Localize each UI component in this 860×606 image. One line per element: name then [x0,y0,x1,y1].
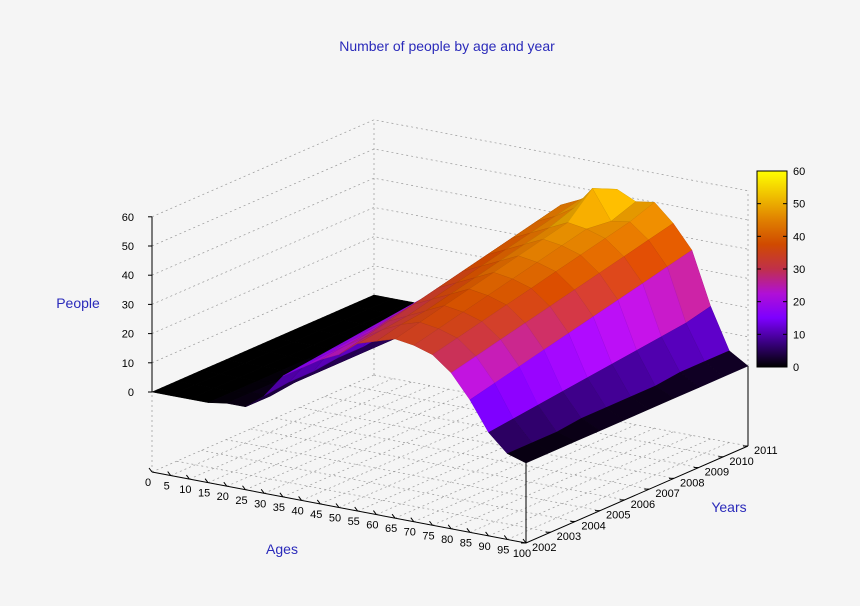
x-tick-label: 80 [441,534,453,546]
ticks: 0 10 20 30 40 50 60 0 5 10 15 20 25 30 35 40 45 50 55 60 65 7… [122,212,778,560]
x-tick [466,528,471,533]
x-tick-label: 15 [198,488,210,500]
grid-line [507,442,730,540]
grid-line [151,374,375,473]
x-tick-label: 30 [254,498,266,510]
y-tick-label: 2010 [729,456,753,468]
grid-line [413,424,636,523]
y-tick-label: 2009 [705,467,729,479]
x-tick [260,488,265,494]
x-tick [242,485,246,491]
x-tick-label: 100 [513,548,531,560]
grid-line [469,435,693,533]
z-tick-label: 20 [122,329,134,341]
x-tick [279,492,284,498]
colorbar-tick-label: 20 [793,297,805,309]
grid-line [451,431,674,530]
grid-line [264,395,487,494]
y-tick-label: 2008 [680,477,704,489]
x-tick-label: 65 [385,523,397,535]
z-tick-label: 50 [122,241,134,253]
grid-line [250,428,625,501]
x-tick [485,531,490,537]
x-tick-label: 45 [310,509,322,521]
grid-line [299,406,675,479]
colorbar [756,170,788,368]
x-tick [298,496,303,501]
x-tick [522,538,527,544]
x-tick-label: 10 [179,484,191,496]
z-tick-label: 0 [128,387,134,399]
x-tick-label: 55 [348,516,360,528]
grid-line [170,378,393,476]
x-tick [167,471,172,476]
x-tick [391,513,396,519]
x-tick [447,524,452,530]
y-tick-label: 2011 [754,445,778,457]
y-tick-label: 2002 [532,542,556,554]
x-tick-label: 60 [366,520,378,532]
colorbar-tick-label: 50 [793,199,805,211]
x-tick-label: 70 [404,527,416,539]
z-tick-label: 10 [122,358,134,370]
x-tick [185,474,190,480]
colorbar-tick-label: 30 [793,264,805,276]
chart-title: Number of people by age and year [339,38,555,54]
surface-cell [506,442,552,464]
grid-line [432,427,655,526]
y-tick-label: 2005 [606,510,630,522]
x-tick [503,535,508,540]
x-tick [335,503,340,508]
x-tick [410,517,415,523]
z-tick-label: 30 [122,299,134,311]
grid-line [176,460,551,533]
y-tick-label: 2006 [631,499,655,511]
x-tick-label: 75 [422,530,434,542]
x-tick-label: 90 [478,541,490,553]
x-tick-label: 0 [145,477,151,489]
grid-line [225,439,601,512]
grid-line [207,385,431,483]
x-tick-label: 95 [497,544,509,556]
y-tick-label: 2003 [557,531,581,543]
x-tick-label: 25 [235,495,247,507]
z-axis-title: People [56,295,100,311]
x-tick-label: 50 [329,513,341,525]
x-tick [429,520,433,526]
z-tick-label: 40 [122,270,134,282]
grid-line [151,119,749,218]
grid-line [189,381,412,480]
grid-line [275,417,650,490]
y-tick-label: 2004 [581,520,605,532]
colorbar-tick-label: 60 [793,166,805,178]
x-tick-label: 85 [460,537,472,549]
x-tick-label: 5 [164,481,170,493]
surface [151,187,749,464]
colorbar-tick-label: 10 [793,329,805,341]
grid-line [201,450,576,522]
x-tick [354,506,359,512]
y-axis-title: Years [711,499,746,515]
x-tick [372,510,377,515]
z-tick-label: 60 [122,212,134,224]
y-tick-label: 2007 [655,488,679,500]
x-tick-label: 35 [273,502,285,514]
x-axis-title: Ages [266,541,298,557]
grid-line [226,388,449,487]
x-tick [316,499,321,505]
x-tick-label: 40 [291,505,303,517]
colorbar-tick-label: 40 [793,231,805,243]
x-tick [204,478,209,483]
colorbar-ticks: 0 10 20 30 40 50 60 [757,166,805,374]
x-tick [148,467,153,473]
grid-line [282,399,506,498]
x-tick [223,481,228,487]
grid-line [245,392,468,491]
x-tick-label: 20 [217,491,229,503]
colorbar-tick-label: 0 [793,362,799,374]
